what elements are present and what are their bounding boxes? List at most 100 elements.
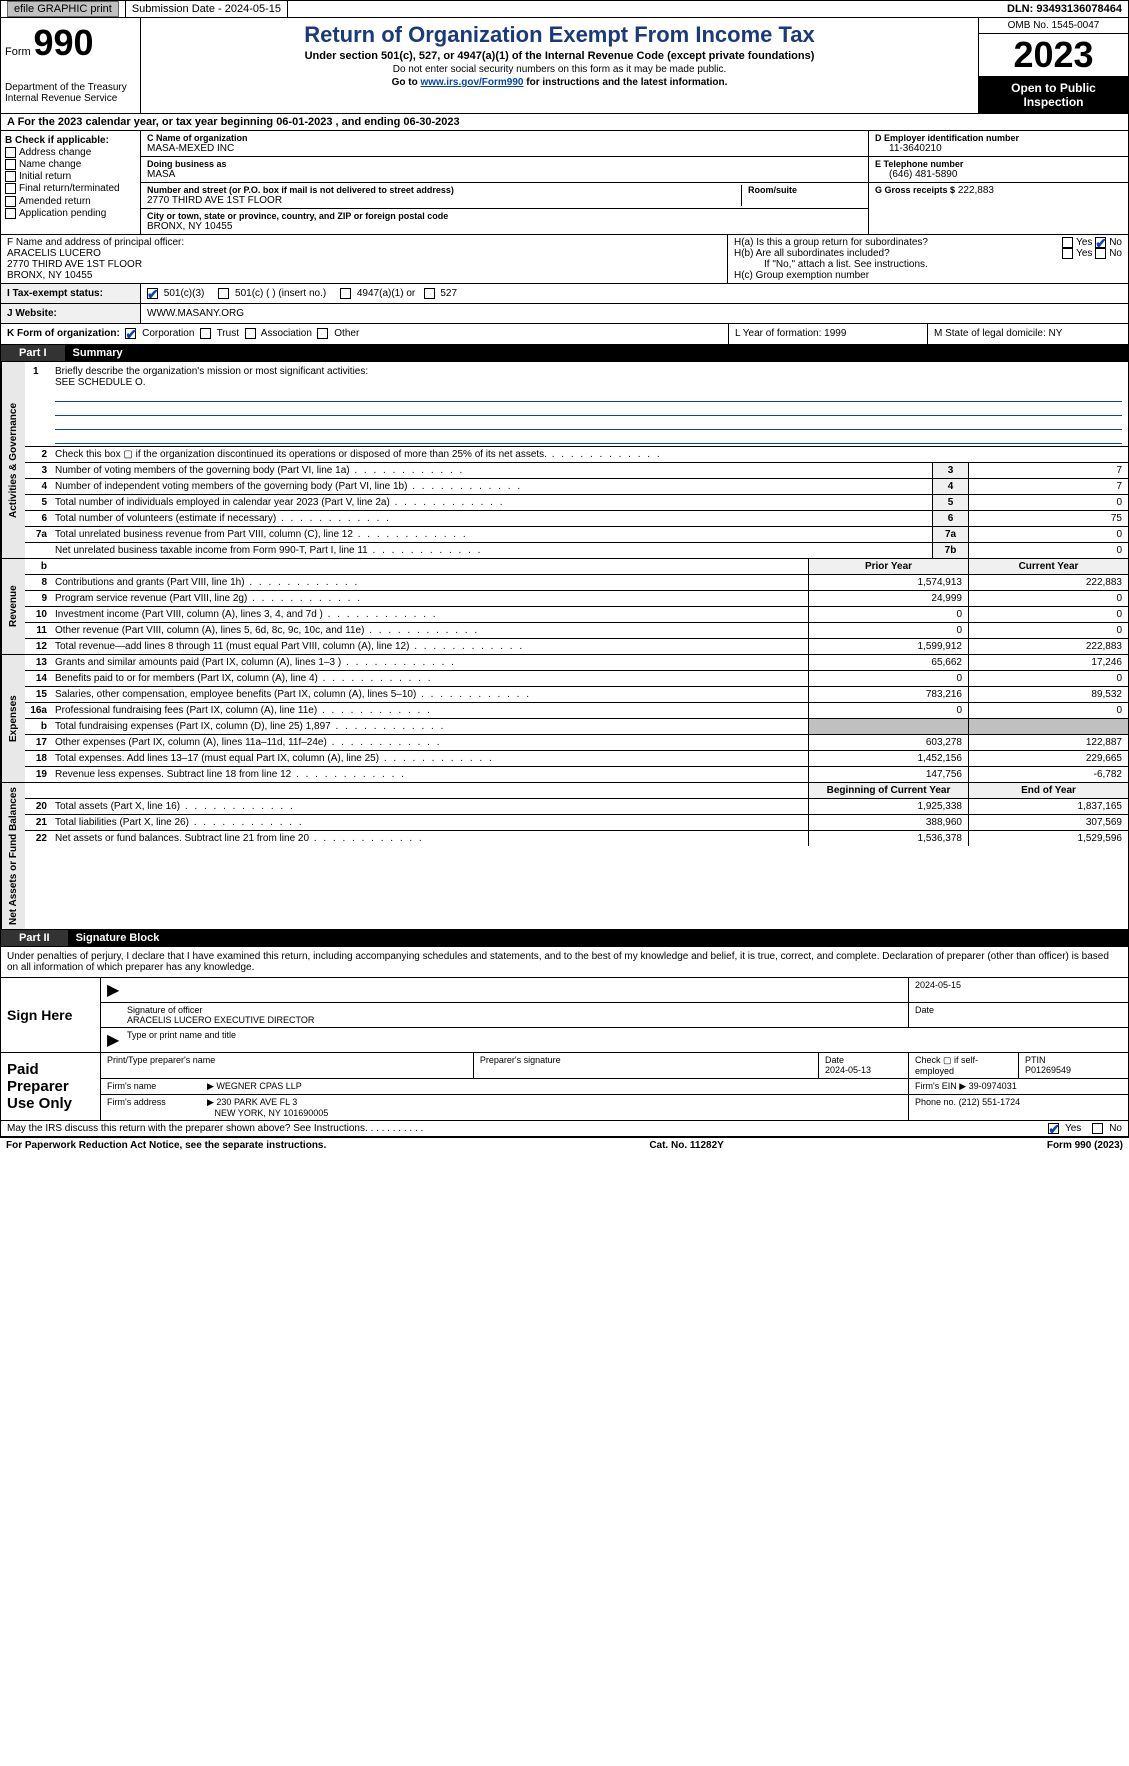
table-row: 12Total revenue—add lines 8 through 11 (… <box>25 639 1128 654</box>
status-label: I Tax-exempt status: <box>1 284 141 303</box>
firm-phone-label: Phone no. <box>915 1097 956 1107</box>
mission-value: SEE SCHEDULE O. <box>55 377 1122 388</box>
checkbox-4947[interactable] <box>340 288 351 299</box>
discuss-text: May the IRS discuss this return with the… <box>7 1123 368 1134</box>
table-row: 10Investment income (Part VIII, column (… <box>25 607 1128 623</box>
phone-label: E Telephone number <box>875 159 1122 169</box>
checkbox-application-pending[interactable]: Application pending <box>5 208 136 219</box>
h-b-note: If "No," attach a list. See instructions… <box>734 259 1122 270</box>
footer-form-number: 990 <box>1075 1140 1092 1151</box>
h-a-yes[interactable] <box>1062 237 1073 248</box>
h-a-no[interactable] <box>1095 237 1106 248</box>
dept-treasury: Department of the Treasury Internal Reve… <box>5 82 136 104</box>
checkbox-name-change[interactable]: Name change <box>5 159 136 170</box>
table-row: 9Program service revenue (Part VIII, lin… <box>25 591 1128 607</box>
h-b-label: H(b) Are all subordinates included? <box>734 248 890 259</box>
k-label: K Form of organization: <box>7 329 120 340</box>
preparer-print-label: Print/Type preparer's name <box>101 1053 473 1078</box>
mission-label: Briefly describe the organization's miss… <box>55 366 368 377</box>
ein-value: 11-3640210 <box>875 143 1122 154</box>
entity-grid: B Check if applicable: Address change Na… <box>0 131 1129 235</box>
type-print-label: Type or print name and title <box>121 1028 1128 1052</box>
firm-name: WEGNER CPAS LLP <box>216 1081 301 1091</box>
checkbox-other[interactable] <box>317 328 328 339</box>
part-i-header: Part I Summary <box>0 345 1129 362</box>
room-label: Room/suite <box>748 185 862 195</box>
state-domicile: M State of legal domicile: NY <box>928 324 1128 343</box>
sig-officer-label: Signature of officer <box>127 1005 202 1015</box>
checkbox-amended-return[interactable]: Amended return <box>5 196 136 207</box>
gross-receipts-label: G Gross receipts $ <box>875 185 955 195</box>
h-b-no[interactable] <box>1095 248 1106 259</box>
h-a-label: H(a) Is this a group return for subordin… <box>734 237 928 248</box>
checkbox-trust[interactable] <box>200 328 211 339</box>
part-i-title: Summary <box>73 347 123 359</box>
checkbox-527[interactable] <box>424 288 435 299</box>
table-row: 22Net assets or fund balances. Subtract … <box>25 831 1128 846</box>
checkbox-corporation[interactable] <box>125 328 136 339</box>
gov-row: 2Check this box ▢ if the organization di… <box>25 447 1128 463</box>
revenue-header-row: b Prior Year Current Year <box>25 559 1128 575</box>
table-row: bTotal fundraising expenses (Part IX, co… <box>25 719 1128 735</box>
preparer-self-employed[interactable]: Check ▢ if self-employed <box>908 1053 1018 1078</box>
firm-addr-label: Firm's address <box>101 1095 201 1120</box>
preparer-sig-label: Preparer's signature <box>473 1053 818 1078</box>
table-row: 8Contributions and grants (Part VIII, li… <box>25 575 1128 591</box>
cat-no: Cat. No. 11282Y <box>649 1140 723 1151</box>
row-a-tax-year: A For the 2023 calendar year, or tax yea… <box>0 114 1129 131</box>
checkbox-501c-other[interactable] <box>218 288 229 299</box>
firm-phone: (212) 551-1724 <box>959 1097 1021 1107</box>
firm-city: NEW YORK, NY 101690005 <box>215 1108 329 1118</box>
mission-num: 1 <box>33 366 39 377</box>
mission-block: 1 Briefly describe the organization's mi… <box>25 362 1128 447</box>
checkbox-address-change[interactable]: Address change <box>5 147 136 158</box>
discuss-no[interactable] <box>1092 1123 1103 1134</box>
gov-row: 6Total number of volunteers (estimate if… <box>25 511 1128 527</box>
table-row: 15Salaries, other compensation, employee… <box>25 687 1128 703</box>
dln: DLN: 93493136078464 <box>1001 1 1128 17</box>
page-footer: For Paperwork Reduction Act Notice, see … <box>0 1137 1129 1153</box>
sign-date-label: Date <box>908 1003 1128 1027</box>
expenses-section: Expenses 13Grants and similar amounts pa… <box>0 655 1129 783</box>
city-value: BRONX, NY 10455 <box>147 221 862 232</box>
governance-section: Activities & Governance 1 Briefly descri… <box>0 362 1129 559</box>
vlabel-expenses: Expenses <box>1 655 25 782</box>
form-org-row: K Form of organization: Corporation Trus… <box>0 324 1129 344</box>
vlabel-net-assets: Net Assets or Fund Balances <box>1 783 25 929</box>
tax-year: 2023 <box>979 34 1128 77</box>
gross-receipts-value: 222,883 <box>958 185 994 196</box>
table-row: 13Grants and similar amounts paid (Part … <box>25 655 1128 671</box>
sign-date: 2024-05-15 <box>908 978 1128 1002</box>
h-b-yes[interactable] <box>1062 248 1073 259</box>
goto-suffix: for instructions and the latest informat… <box>526 77 727 88</box>
checkbox-501c3[interactable] <box>147 288 158 299</box>
form-title: Return of Organization Exempt From Incom… <box>145 22 974 48</box>
discuss-row: May the IRS discuss this return with the… <box>0 1121 1129 1137</box>
officer-name: ARACELIS LUCERO <box>7 248 721 259</box>
checkbox-association[interactable] <box>245 328 256 339</box>
gov-row: Net unrelated business taxable income fr… <box>25 543 1128 558</box>
discuss-yes[interactable] <box>1048 1123 1059 1134</box>
ssn-note: Do not enter social security numbers on … <box>145 64 974 75</box>
ein-label: D Employer identification number <box>875 133 1122 143</box>
preparer-date-label: Date <box>825 1055 844 1065</box>
part-ii-tab: Part II <box>1 930 68 946</box>
omb-number: OMB No. 1545-0047 <box>979 18 1128 34</box>
sign-arrow-icon: ▶ <box>101 978 121 1002</box>
checkbox-initial-return[interactable]: Initial return <box>5 171 136 182</box>
paid-preparer-block: Paid Preparer Use Only Print/Type prepar… <box>0 1053 1129 1121</box>
open-public-badge: Open to Public Inspection <box>979 77 1128 113</box>
gov-row: 7aTotal unrelated business revenue from … <box>25 527 1128 543</box>
table-row: 11Other revenue (Part VIII, column (A), … <box>25 623 1128 639</box>
form-subtitle: Under section 501(c), 527, or 4947(a)(1)… <box>145 50 974 62</box>
phone-value: (646) 481-5890 <box>875 169 1122 180</box>
sig-officer-name: ARACELIS LUCERO EXECUTIVE DIRECTOR <box>127 1015 314 1025</box>
sign-here-block: Sign Here ▶ 2024-05-15 Signature of offi… <box>0 978 1129 1053</box>
form-header: Form 990 Department of the Treasury Inte… <box>0 18 1129 114</box>
website-label: J Website: <box>1 304 141 323</box>
efile-print-button[interactable]: efile GRAPHIC print <box>7 1 119 17</box>
checkbox-final-return[interactable]: Final return/terminated <box>5 183 136 194</box>
h-c-label: H(c) Group exemption number <box>734 270 1122 281</box>
irs-link[interactable]: www.irs.gov/Form990 <box>420 77 523 88</box>
efile-cell: efile GRAPHIC print <box>1 1 126 17</box>
